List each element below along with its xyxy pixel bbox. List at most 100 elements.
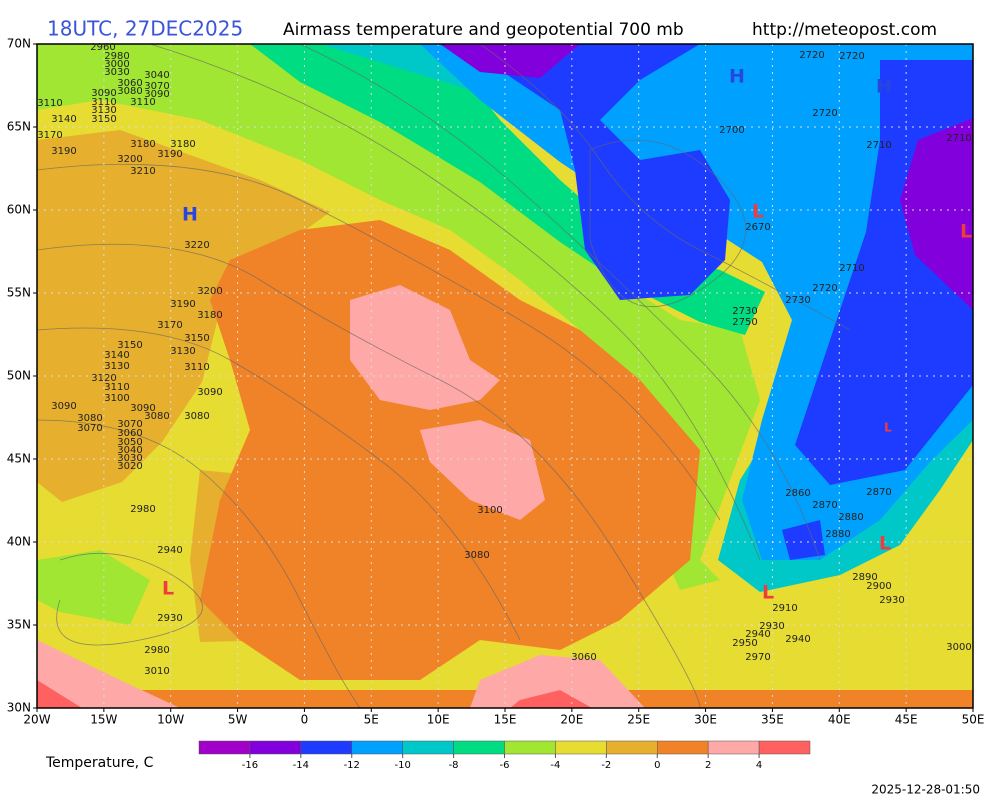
contour-label: 2960 [90, 42, 115, 53]
contour-label: 3110 [37, 98, 62, 109]
colorbar-tick-label: -8 [449, 760, 459, 771]
contour-label: 3000 [104, 59, 129, 70]
lon-label: 20W [23, 713, 50, 727]
lat-label: 35N [7, 618, 31, 632]
lon-label: 0 [301, 713, 309, 727]
contour-label: 2710 [839, 263, 864, 274]
contour-label: 3080 [464, 550, 489, 561]
contour-label: 3020 [117, 461, 142, 472]
lat-label: 55N [7, 286, 31, 300]
lon-label: 5E [364, 713, 379, 727]
contour-label: 2930 [157, 613, 182, 624]
colorbar-tick-label: -2 [601, 760, 611, 771]
colorbar-swatch [606, 740, 658, 755]
lon-label: 30E [694, 713, 717, 727]
contour-label: 3110 [91, 97, 116, 108]
colorbar-swatch [504, 740, 556, 755]
lat-label: 65N [7, 120, 31, 134]
pressure-center: H [729, 66, 745, 88]
contour-label: 3200 [117, 154, 142, 165]
contour-label: 2720 [812, 283, 837, 294]
colorbar-swatch [453, 740, 505, 755]
contour-label: 2890 [852, 572, 877, 583]
contour-label: 2860 [785, 488, 810, 499]
contour-label: 3040 [144, 70, 169, 81]
colorbar-tick-label: 0 [654, 760, 660, 771]
colorbar-tick-label: -16 [242, 760, 258, 771]
contour-label: 3060 [571, 652, 596, 663]
contour-label: 2900 [866, 581, 891, 592]
contour-label: 2700 [719, 125, 744, 136]
pressure-center: H [876, 76, 892, 98]
colorbar-swatch [758, 740, 811, 755]
pressure-center: L [960, 221, 972, 243]
lat-label: 70N [7, 37, 31, 51]
contour-label: 2720 [839, 51, 864, 62]
contour-label: 2980 [104, 51, 129, 62]
lon-label: 50E [962, 713, 985, 727]
contour-label: 2940 [157, 545, 182, 556]
colorbar-swatch [657, 740, 709, 755]
lon-label: 15E [494, 713, 517, 727]
lat-label: 50N [7, 369, 31, 383]
pressure-center: L [762, 582, 774, 604]
pressure-center: L [752, 201, 764, 223]
lat-label: 45N [7, 452, 31, 466]
lon-label: 15W [90, 713, 117, 727]
contour-label: 2880 [825, 529, 850, 540]
pressure-center: H [182, 204, 198, 226]
colorbar-swatch [249, 740, 302, 755]
contour-label: 3090 [51, 401, 76, 412]
lon-label: 10E [427, 713, 450, 727]
contour-label: 3120 [91, 373, 116, 384]
contour-label: 3130 [91, 105, 116, 116]
lon-label: 35E [761, 713, 784, 727]
contour-label: 2940 [745, 629, 770, 640]
contour-label: 3080 [117, 86, 142, 97]
contour-label: 3190 [51, 146, 76, 157]
contour-label: 2980 [130, 504, 155, 515]
contour-label: 3100 [104, 393, 129, 404]
contour-label: 3060 [117, 428, 142, 439]
contour-label: 3220 [184, 240, 209, 251]
contour-label: 3080 [184, 411, 209, 422]
contour-label: 2950 [732, 638, 757, 649]
colorbar-tick-label: -12 [344, 760, 360, 771]
contour-label: 3170 [157, 320, 182, 331]
contour-label: 2930 [879, 595, 904, 606]
contour-label: 3150 [117, 340, 142, 351]
pressure-center: L [879, 533, 891, 555]
contour-label: 2940 [785, 634, 810, 645]
contour-label: 3030 [117, 453, 142, 464]
lon-label: 25E [627, 713, 650, 727]
colorbar-tick-label: 2 [705, 760, 711, 771]
contour-label: 2720 [812, 108, 837, 119]
colorbar-swatch [707, 740, 760, 755]
colorbar-tick-label: -4 [550, 760, 560, 771]
contour-label: 2670 [745, 222, 770, 233]
lon-label: 20E [560, 713, 583, 727]
contour-label: 3070 [144, 81, 169, 92]
contour-label: 3150 [184, 333, 209, 344]
contour-label: 3090 [91, 88, 116, 99]
contour-label: 3180 [170, 139, 195, 150]
contour-label: 3110 [104, 382, 129, 393]
contour-label: 2720 [799, 50, 824, 61]
colorbar-tick-label: -6 [500, 760, 510, 771]
colorbar-tick-label: -14 [293, 760, 309, 771]
contour-label: 3030 [104, 67, 129, 78]
contour-label: 3050 [117, 437, 142, 448]
contour-label: 3090 [197, 387, 222, 398]
contour-label: 3200 [197, 286, 222, 297]
contour-label: 3080 [144, 411, 169, 422]
colorbar-swatch [300, 740, 353, 755]
colorbar-tick-label: 4 [756, 760, 762, 771]
contour-label: 3180 [130, 139, 155, 150]
lat-label: 30N [7, 701, 31, 715]
contour-label: 3190 [157, 149, 182, 160]
contour-label: 3140 [104, 350, 129, 361]
lon-label: 5W [228, 713, 248, 727]
lat-label: 40N [7, 535, 31, 549]
lon-label: 45E [895, 713, 918, 727]
